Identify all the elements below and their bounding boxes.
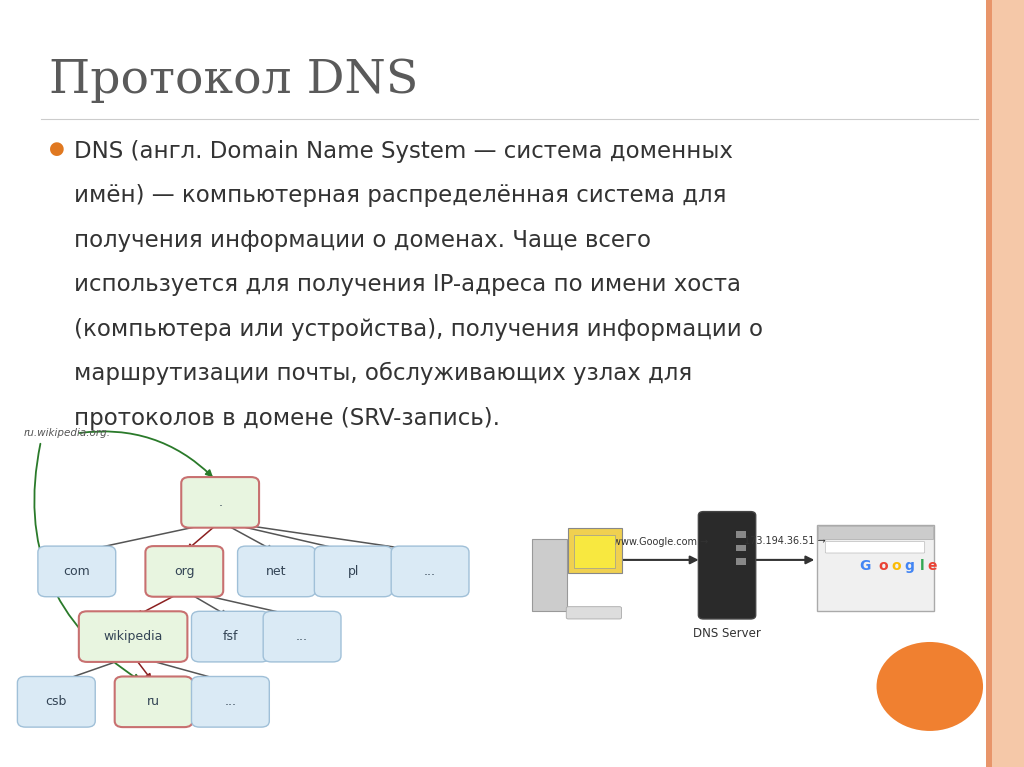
Text: e: e (927, 559, 937, 573)
FancyBboxPatch shape (532, 539, 567, 611)
FancyBboxPatch shape (566, 607, 622, 619)
FancyBboxPatch shape (736, 558, 746, 565)
Text: wikipedia: wikipedia (103, 630, 163, 643)
FancyBboxPatch shape (181, 477, 259, 528)
FancyBboxPatch shape (17, 676, 95, 727)
Text: .: . (218, 496, 222, 509)
FancyBboxPatch shape (38, 546, 116, 597)
Text: ru.wikipedia.org.: ru.wikipedia.org. (24, 428, 111, 439)
Text: o: o (891, 559, 901, 573)
FancyBboxPatch shape (991, 0, 1024, 767)
Text: используется для получения IP-адреса по имени хоста: используется для получения IP-адреса по … (74, 273, 740, 296)
Text: o: o (878, 559, 888, 573)
Text: org: org (174, 565, 195, 578)
Text: csb: csb (46, 696, 67, 708)
Text: маршрутизации почты, обслуживающих узлах для: маршрутизации почты, обслуживающих узлах… (74, 362, 692, 385)
Text: Протокол DNS: Протокол DNS (49, 58, 419, 103)
FancyBboxPatch shape (191, 676, 269, 727)
Text: ...: ... (424, 565, 436, 578)
FancyBboxPatch shape (825, 542, 925, 553)
FancyBboxPatch shape (986, 0, 992, 767)
FancyBboxPatch shape (191, 611, 269, 662)
FancyBboxPatch shape (238, 546, 315, 597)
FancyBboxPatch shape (818, 526, 933, 539)
Text: (компьютера или устройства), получения информации о: (компьютера или устройства), получения и… (74, 318, 763, 341)
Text: net: net (266, 565, 287, 578)
Text: DNS (англ. Domain Name System — система доменных: DNS (англ. Domain Name System — система … (74, 140, 732, 163)
FancyBboxPatch shape (115, 676, 193, 727)
FancyBboxPatch shape (79, 611, 187, 662)
FancyBboxPatch shape (314, 546, 392, 597)
Ellipse shape (877, 642, 983, 731)
FancyBboxPatch shape (391, 546, 469, 597)
Text: pl: pl (347, 565, 359, 578)
FancyBboxPatch shape (736, 531, 746, 538)
Text: l: l (921, 559, 925, 573)
Text: ...: ... (224, 696, 237, 708)
Text: fsf: fsf (222, 630, 239, 643)
Text: получения информации о доменах. Чаще всего: получения информации о доменах. Чаще все… (74, 229, 650, 252)
FancyBboxPatch shape (817, 525, 934, 611)
FancyBboxPatch shape (736, 545, 746, 551)
FancyBboxPatch shape (698, 512, 756, 619)
FancyBboxPatch shape (568, 528, 622, 573)
Text: www.Google.com →: www.Google.com → (613, 537, 709, 547)
Text: 173.194.36.51 →: 173.194.36.51 → (744, 536, 825, 546)
Text: ...: ... (296, 630, 308, 643)
Text: имён) — компьютерная распределённая система для: имён) — компьютерная распределённая сист… (74, 184, 726, 207)
FancyBboxPatch shape (263, 611, 341, 662)
FancyBboxPatch shape (145, 546, 223, 597)
Text: протоколов в домене (SRV-запись).: протоколов в домене (SRV-запись). (74, 407, 500, 430)
Text: DNS Server: DNS Server (693, 627, 761, 640)
FancyBboxPatch shape (574, 535, 615, 568)
Text: ru: ru (147, 696, 160, 708)
Text: ●: ● (49, 140, 65, 158)
Text: g: g (904, 559, 914, 573)
Text: com: com (63, 565, 90, 578)
Text: G: G (859, 559, 871, 573)
